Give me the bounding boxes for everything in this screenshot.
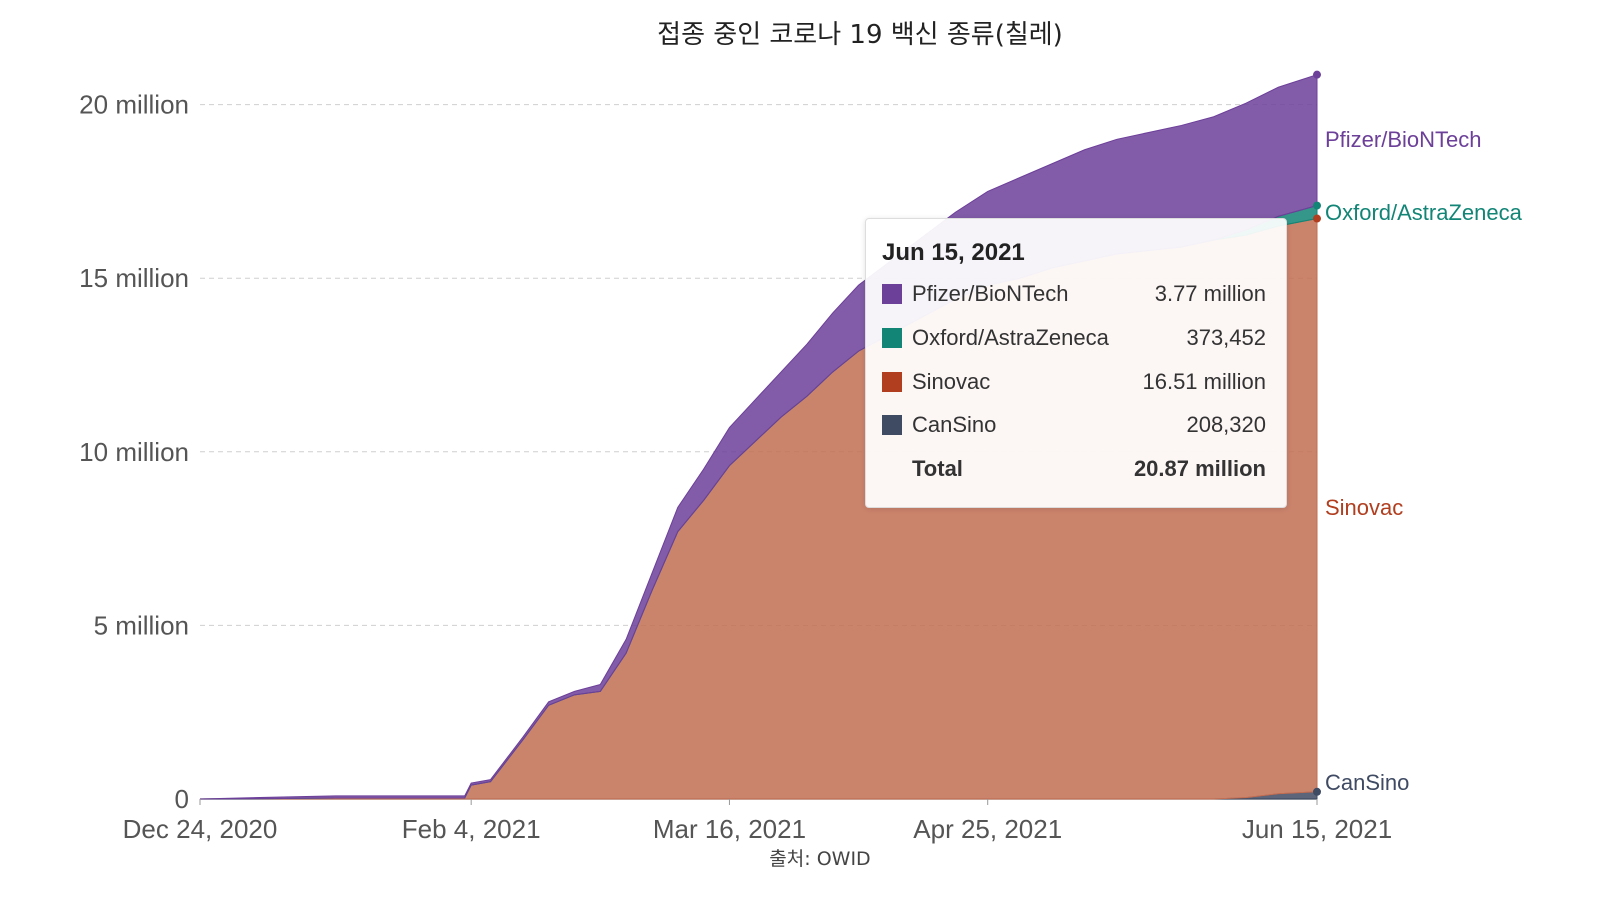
y-tick-label: 0 [175,784,189,814]
tooltip-total-value: 20.87 million [1133,456,1266,481]
y-tick-label: 20 million [79,90,189,120]
tooltip-series-name: Sinovac [912,369,991,394]
x-tick-label: Mar 16, 2021 [653,814,806,844]
series-label: Pfizer/BioNTech [1325,127,1482,152]
series-label: Sinovac [1325,495,1403,520]
source-note: 출처: OWID [769,848,871,870]
series-label: CanSino [1325,770,1409,795]
x-tick-label: Apr 25, 2021 [913,814,1062,844]
x-tick-label: Feb 4, 2021 [402,814,541,844]
tooltip-series-name: CanSino [912,412,997,437]
series-end-marker [1313,214,1321,223]
tooltip-swatch [882,284,902,304]
tooltip-row: Pfizer/BioNTech 3.77 million [882,281,1266,311]
x-tick-label: Jun 15, 2021 [1242,814,1392,844]
y-tick-label: 5 million [94,610,189,640]
tooltip-series-name: Oxford/AstraZeneca [912,325,1109,350]
x-tick-label: Dec 24, 2020 [123,814,278,844]
tooltip-swatch [882,328,902,348]
tooltip: Jun 15, 2021 Pfizer/BioNTech 3.77 millio… [865,218,1287,508]
tooltip-row: Sinovac 16.51 million [882,369,1266,399]
y-axis: 0 5 million 10 million 15 million 20 million [79,90,189,814]
tooltip-row: Oxford/AstraZeneca 373,452 [882,325,1266,355]
tooltip-row: CanSino 208,320 [882,412,1266,442]
chart-title: 접종 중인 코로나 19 백신 종류(칠레) [657,20,1063,50]
y-tick-label: 10 million [79,437,189,467]
series-end-marker [1313,201,1321,210]
tooltip-total-row: Total 20.87 million [882,456,1266,486]
tooltip-swatch [882,415,902,435]
series-end-marker [1313,70,1321,79]
series-end-marker [1313,787,1321,796]
series-label: Oxford/AstraZeneca [1325,200,1523,225]
tooltip-series-value: 16.51 million [1142,369,1266,394]
x-axis: Dec 24, 2020 Feb 4, 2021 Mar 16, 2021 Apr 2… [123,799,1392,844]
tooltip-series-value: 208,320 [1186,412,1266,437]
tooltip-date: Jun 15, 2021 [882,239,1025,266]
tooltip-series-value: 373,452 [1186,325,1266,350]
y-tick-label: 15 million [79,263,189,293]
tooltip-series-value: 3.77 million [1154,281,1266,306]
series-labels: Pfizer/BioNTech Oxford/AstraZeneca Sinovac… [1313,70,1523,796]
tooltip-series-name: Pfizer/BioNTech [912,281,1069,306]
tooltip-total-label: Total [912,456,963,481]
tooltip-swatch [882,372,902,392]
